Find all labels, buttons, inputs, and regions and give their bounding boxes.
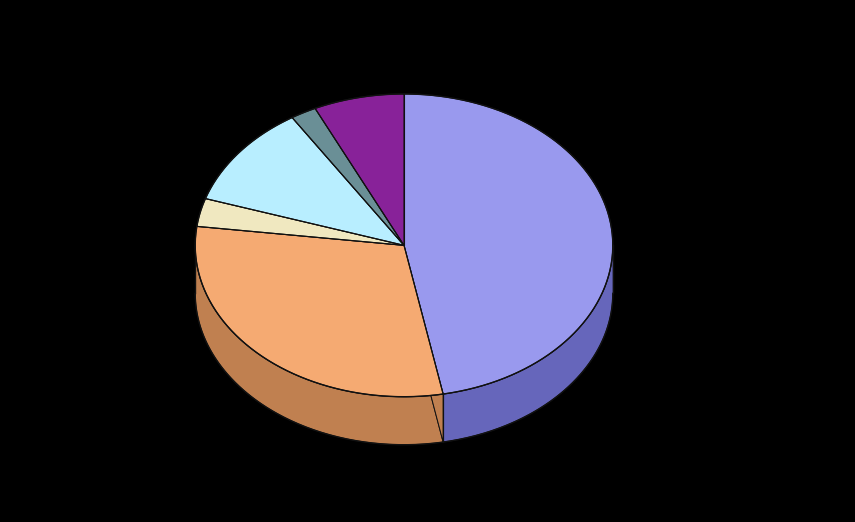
Polygon shape bbox=[195, 227, 443, 397]
Polygon shape bbox=[404, 245, 443, 442]
Polygon shape bbox=[404, 245, 443, 442]
Polygon shape bbox=[404, 94, 613, 394]
Polygon shape bbox=[292, 109, 404, 245]
Polygon shape bbox=[195, 245, 443, 445]
Polygon shape bbox=[205, 117, 404, 245]
Polygon shape bbox=[197, 198, 404, 245]
Polygon shape bbox=[315, 94, 404, 245]
Polygon shape bbox=[443, 247, 613, 442]
